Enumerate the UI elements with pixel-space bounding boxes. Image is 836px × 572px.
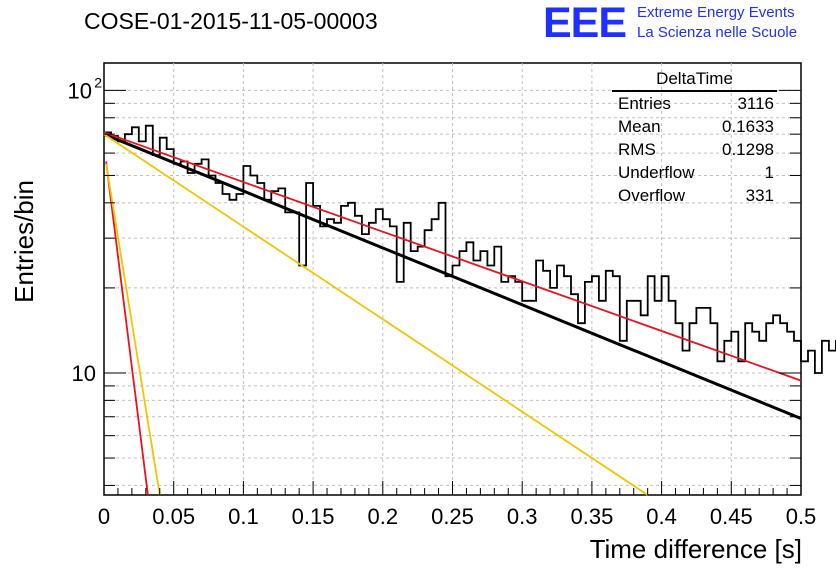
eee-logo-subtitle: Extreme Energy Events La Scienza nelle S… xyxy=(637,3,797,43)
x-tick-label: 0 xyxy=(98,504,110,529)
y-axis-label: Entries/bin xyxy=(9,180,39,303)
x-tick-label: 0.05 xyxy=(152,504,195,529)
stats-value: 3116 xyxy=(737,94,774,113)
logo-line-2: La Scienza nelle Scuole xyxy=(637,24,798,41)
stats-row-rms: RMS 0.1298 xyxy=(612,138,777,161)
stats-label: Overflow xyxy=(618,186,686,205)
black-fit-line xyxy=(103,132,802,420)
logo-line-1: Extreme Energy Events xyxy=(637,4,795,21)
x-tick-label: 0.45 xyxy=(710,504,753,529)
stats-value: 1 xyxy=(764,163,774,182)
x-tick-label: 0.4 xyxy=(646,504,677,529)
axes: 0 0.05 0.1 0.15 0.2 0.25 0.3 0.35 0.4 0.45 0.51010… xyxy=(68,74,817,529)
stats-row-mean: Mean 0.1633 xyxy=(612,115,777,138)
run-title: COSE-01-2015-11-05-00003 xyxy=(84,8,378,34)
stats-row-entries: Entries 3116 xyxy=(612,92,777,115)
stats-row-overflow: Overflow 331 xyxy=(612,184,777,207)
stats-box: DeltaTime Entries 3116 Mean 0.1633 RMS 0… xyxy=(612,68,777,207)
y-tick-label: 10 xyxy=(68,78,92,103)
y-tick-label: 10 xyxy=(72,361,96,386)
x-axis-label: Time difference [s] xyxy=(590,534,802,564)
x-tick-label: 0.2 xyxy=(368,504,399,529)
stats-value: 331 xyxy=(745,186,774,205)
stats-label: Mean xyxy=(618,117,661,136)
x-tick-label: 0.15 xyxy=(292,504,335,529)
eee-logo: EEE xyxy=(543,0,627,47)
yellow-fit-line xyxy=(103,133,649,496)
yellow-fit-line xyxy=(105,163,161,496)
red-fit-line xyxy=(103,131,802,382)
stats-label: RMS xyxy=(618,140,656,159)
stats-label: Entries xyxy=(618,94,671,113)
y-tick-exponent: 2 xyxy=(94,74,102,90)
stats-value: 0.1298 xyxy=(722,140,774,159)
x-tick-label: 0.5 xyxy=(786,504,817,529)
histogram-outline xyxy=(104,124,836,374)
histogram-bars xyxy=(104,124,836,374)
x-tick-label: 0.25 xyxy=(431,504,474,529)
x-tick-label: 0.3 xyxy=(507,504,538,529)
stats-box-title: DeltaTime xyxy=(612,68,777,92)
red-fit-line xyxy=(105,161,149,496)
x-tick-label: 0.1 xyxy=(228,504,259,529)
fit-curves xyxy=(103,131,802,496)
grid-lines xyxy=(104,63,801,495)
x-tick-label: 0.35 xyxy=(570,504,613,529)
stats-label: Underflow xyxy=(618,163,695,182)
stats-row-underflow: Underflow 1 xyxy=(612,161,777,184)
stats-value: 0.1633 xyxy=(722,117,774,136)
